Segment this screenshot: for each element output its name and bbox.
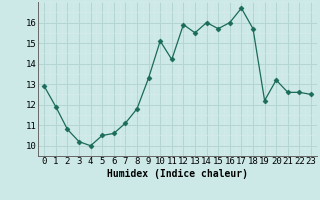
X-axis label: Humidex (Indice chaleur): Humidex (Indice chaleur) bbox=[107, 169, 248, 179]
